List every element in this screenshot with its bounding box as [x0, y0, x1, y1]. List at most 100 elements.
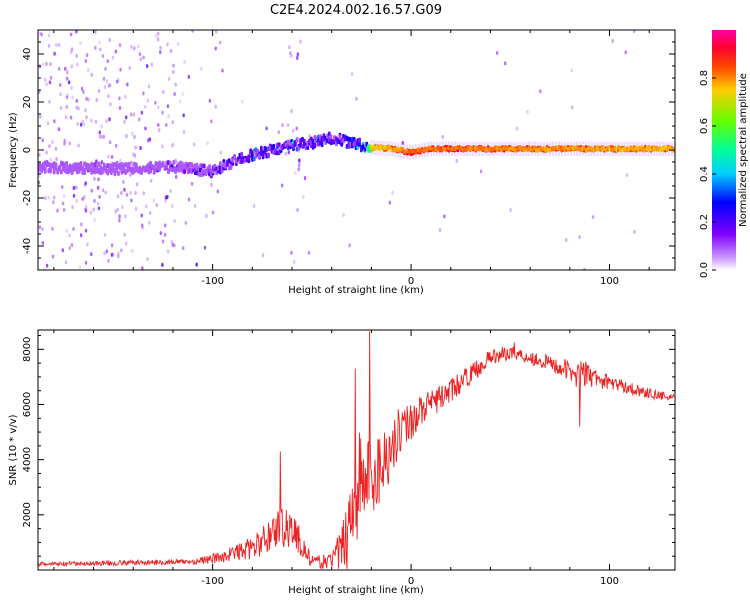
- spectrogram-noise-speckle: [173, 91, 176, 96]
- spectrogram-ridge-cell: [295, 137, 299, 143]
- spectrogram-noise-speckle: [118, 106, 122, 111]
- spectrogram-noise-speckle: [47, 33, 51, 38]
- spectrogram-noise-speckle: [125, 192, 129, 197]
- spectrogram-noise-speckle: [97, 201, 100, 206]
- spectrogram-noise-speckle: [159, 231, 163, 236]
- spectrogram-noise-speckle: [121, 205, 124, 210]
- spectrogram-noise-speckle: [144, 104, 147, 109]
- spectrogram-noise-speckle: [51, 140, 54, 145]
- spectrogram-noise-speckle: [296, 55, 299, 60]
- spectrogram-noise-speckle: [78, 264, 82, 269]
- spectrogram-noise-speckle: [114, 209, 117, 214]
- spectrogram-noise-speckle: [171, 142, 175, 147]
- spectrogram-ridge-cell: [70, 170, 74, 176]
- spectrogram-noise-speckle: [85, 96, 88, 101]
- spectrogram-noise-speckle: [97, 177, 100, 182]
- spectrogram-noise-speckle: [133, 46, 136, 51]
- spectrogram-noise-speckle: [140, 110, 144, 115]
- spectrogram-noise-speckle: [70, 85, 73, 90]
- spectrogram-noise-speckle: [43, 267, 46, 270]
- spectrogram-xtick-label: 0: [408, 276, 414, 287]
- spectrogram-noise-speckle: [82, 89, 85, 94]
- spectrogram-noise-speckle: [38, 152, 41, 157]
- spectrogram-noise-speckle: [116, 79, 119, 84]
- spectrogram-noise-speckle: [206, 141, 209, 146]
- spectrogram-noise-speckle: [174, 174, 178, 179]
- colorbar-tick-label: 0.2: [699, 214, 710, 230]
- spectrogram-ridge-cell: [363, 146, 367, 152]
- spectrogram-noise-speckle: [80, 86, 84, 91]
- spectrogram-noise-speckle: [297, 167, 300, 172]
- spectrogram-noise-speckle: [438, 228, 442, 233]
- spectrogram-noise-speckle: [45, 263, 49, 268]
- spectrogram-noise-speckle: [77, 143, 80, 148]
- spectrogram-noise-speckle: [154, 100, 157, 105]
- spectrogram-noise-speckle: [100, 124, 103, 129]
- spectrogram-ridge-cell: [54, 164, 58, 170]
- spectrogram-noise-speckle: [69, 115, 73, 120]
- spectrogram-noise-speckle: [57, 66, 61, 71]
- spectrogram-noise-speckle: [45, 150, 48, 155]
- spectrogram-noise-speckle: [214, 46, 217, 51]
- spectrogram-noise-speckle: [169, 48, 173, 53]
- spectrogram-noise-speckle: [57, 42, 61, 47]
- spectrogram-noise-speckle: [87, 68, 90, 73]
- spectrogram-noise-speckle: [632, 30, 636, 34]
- spectrogram-ridge-cell: [43, 168, 47, 174]
- spectrogram-noise-speckle: [145, 204, 148, 209]
- spectrogram-noise-speckle: [161, 110, 164, 115]
- spectrogram-noise-speckle: [611, 39, 614, 44]
- spectrogram-noise-speckle: [118, 43, 122, 48]
- spectrogram-noise-speckle: [342, 213, 345, 218]
- spectrogram-noise-speckle: [166, 42, 169, 47]
- spectrogram-noise-speckle: [173, 219, 176, 224]
- spectrogram-noise-speckle: [214, 104, 217, 109]
- spectrogram-noise-speckle: [81, 119, 84, 124]
- spectrogram-noise-speckle: [110, 154, 114, 159]
- spectrogram-ridge-cell: [100, 169, 104, 175]
- spectrogram-noise-speckle: [122, 180, 125, 185]
- spectrogram-ridge-cell: [267, 152, 270, 158]
- spectrogram-noise-speckle: [38, 89, 41, 94]
- spectrogram-noise-speckle: [161, 239, 165, 244]
- spectrogram-noise-speckle: [86, 242, 89, 247]
- spectrogram-noise-speckle: [70, 50, 73, 55]
- spectrogram-noise-speckle: [71, 205, 74, 210]
- colorbar-gradient: [712, 30, 736, 270]
- spectrogram-ridge-cell: [313, 142, 317, 148]
- spectrogram-noise-speckle: [286, 123, 290, 128]
- spectrogram-noise-speckle: [118, 218, 121, 223]
- spectrogram-noise-speckle: [583, 267, 586, 270]
- spectrogram-noise-speckle: [120, 248, 123, 253]
- spectrogram-ridge-cell: [233, 155, 236, 161]
- spectrogram-xtick-label: 100: [600, 276, 619, 287]
- spectrogram-noise-speckle: [105, 119, 108, 124]
- figure-title: C2E4.2024.002.16.57.G09: [270, 3, 442, 18]
- spectrogram-noise-speckle: [299, 39, 302, 44]
- spectrogram-ridge-cell: [183, 169, 186, 175]
- colorbar-tick-label: 0.6: [699, 118, 710, 134]
- spectrogram-noise-speckle: [280, 183, 284, 188]
- spectrogram-noise-speckle: [54, 146, 58, 151]
- spectrogram-noise-speckle: [105, 79, 109, 84]
- spectrogram-noise-speckle: [191, 30, 194, 33]
- spectrogram-noise-speckle: [141, 266, 144, 270]
- spectrogram-noise-speckle: [111, 252, 114, 257]
- spectrogram-ytick-label: 20: [22, 96, 33, 109]
- spectrogram-noise-speckle: [39, 114, 42, 119]
- spectrogram-axes: -100 0 100 -40 -20 0 20 40: [22, 29, 675, 287]
- colorbar: 0.0 0.2 0.4 0.6 0.8 Normalized spectral ampl…: [699, 30, 749, 278]
- spectrogram-noise-speckle: [77, 106, 80, 111]
- spectrogram-noise-speckle: [401, 140, 405, 145]
- spectrogram-noise-speckle: [106, 59, 109, 64]
- spectrogram-noise-speckle: [164, 198, 167, 203]
- spectrogram-noise-speckle: [107, 94, 110, 99]
- spectrogram-noise-speckle: [570, 68, 573, 73]
- spectrogram-noise-speckle: [62, 207, 66, 212]
- spectrogram-noise-speckle: [210, 119, 213, 124]
- spectrogram-noise-speckle: [47, 195, 50, 200]
- spectrogram-noise-speckle: [47, 43, 51, 48]
- spectrogram-ridge-cell: [149, 160, 153, 166]
- snr-ylabel: SNR (10 * v/v): [8, 414, 19, 485]
- spectrogram-noise-speckle: [142, 91, 145, 96]
